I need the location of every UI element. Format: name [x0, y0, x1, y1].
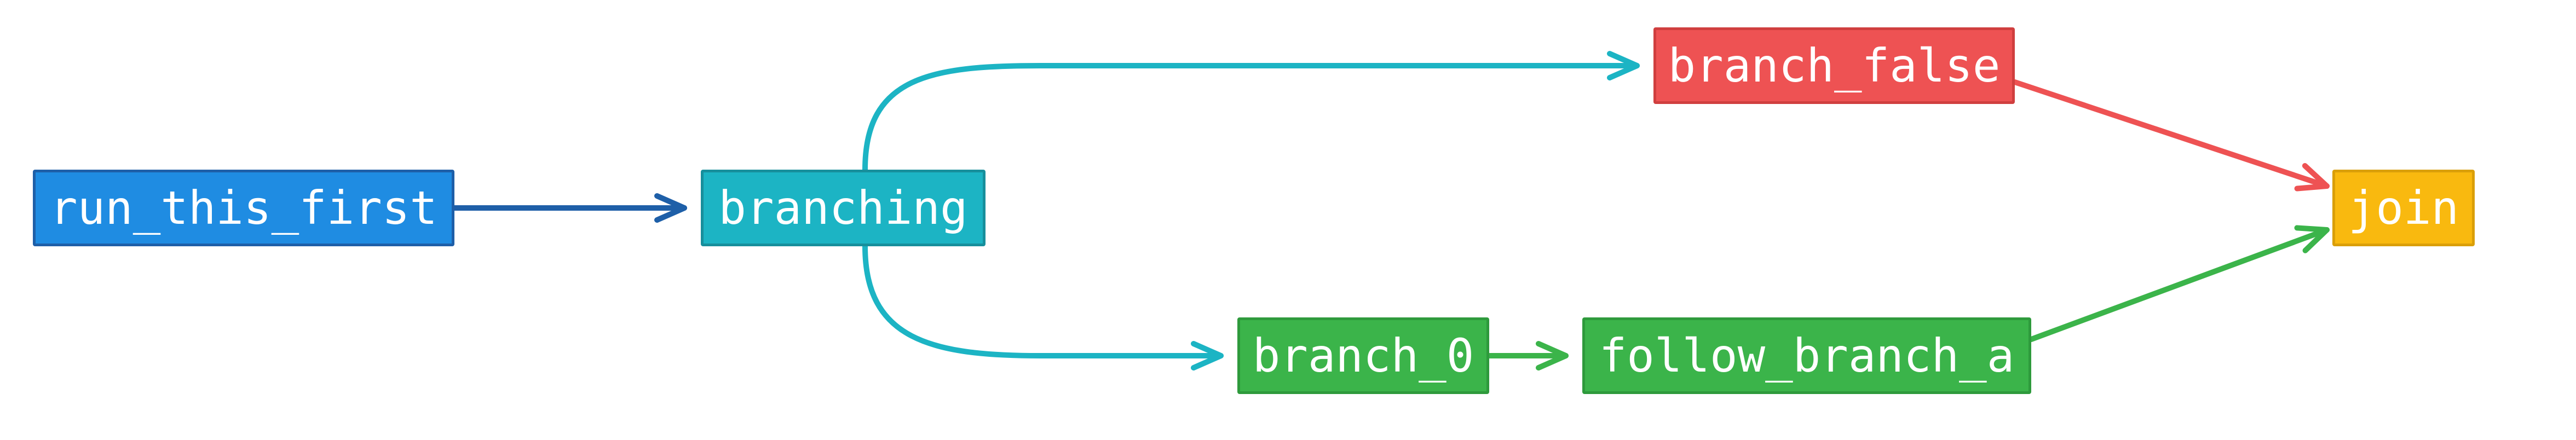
node-label: branch_0 [1253, 329, 1474, 383]
node-label: join [2348, 181, 2459, 235]
arrowhead-e4 [1538, 344, 1566, 368]
edge-e2 [865, 66, 1637, 170]
node-branching: branching [701, 170, 986, 246]
node-follow-branch-a: follow_branch_a [1582, 317, 2031, 394]
node-join: join [2332, 170, 2475, 246]
arrowhead-e2 [1610, 54, 1637, 78]
arrowhead-e5 [2297, 166, 2327, 189]
node-branch-0: branch_0 [1237, 317, 1489, 394]
arrowhead-e6 [2297, 228, 2327, 250]
edge-e3 [865, 246, 1221, 356]
node-label: branching [718, 181, 967, 235]
node-branch-false: branch_false [1653, 27, 2015, 104]
arrowhead-e3 [1194, 344, 1221, 368]
edge-e6 [2031, 230, 2327, 339]
flow-diagram: run_this_first branching branch_false br… [0, 0, 2576, 440]
node-label: follow_branch_a [1599, 329, 2015, 383]
arrowhead-e1 [657, 196, 684, 220]
node-label: run_this_first [50, 181, 437, 235]
edge-e5 [2015, 82, 2327, 186]
node-label: branch_false [1668, 39, 2001, 92]
node-run-this-first: run_this_first [33, 170, 454, 246]
